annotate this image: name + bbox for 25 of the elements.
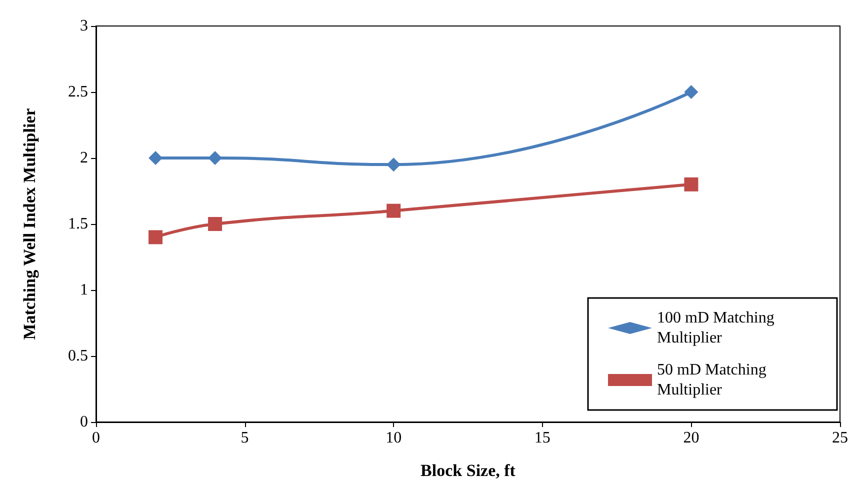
point [148, 151, 163, 165]
x-tick-label: 10 [386, 430, 402, 446]
legend-label: 50 mD Matching Multiplier [657, 362, 770, 398]
x-tick-label: 5 [240, 430, 249, 446]
x-tick-label: 20 [683, 430, 700, 446]
y-axis-title: Matching Well Index Multiplier [20, 108, 39, 340]
x-axis-title: Block Size, ft [420, 461, 516, 480]
point [684, 177, 698, 192]
y-tick-label: 2.5 [68, 84, 88, 100]
point [386, 158, 401, 172]
y-tick-label: 1 [80, 282, 88, 298]
point [208, 217, 222, 231]
x-tick-label: 25 [832, 430, 848, 446]
point [386, 204, 401, 218]
y-tick-label: 0 [80, 414, 88, 430]
y-tick-label: 1.5 [68, 216, 88, 232]
point [684, 85, 698, 99]
x-tick-label: 0 [92, 430, 100, 446]
point [208, 151, 222, 165]
y-tick-label: 2 [80, 150, 88, 166]
y-tick-label: 0.5 [68, 348, 88, 364]
legend-label: 100 mD Matching Multiplier [657, 310, 778, 346]
x-tick-label: 15 [534, 430, 550, 446]
point [148, 230, 163, 244]
y-tick-label: 3 [80, 18, 88, 34]
